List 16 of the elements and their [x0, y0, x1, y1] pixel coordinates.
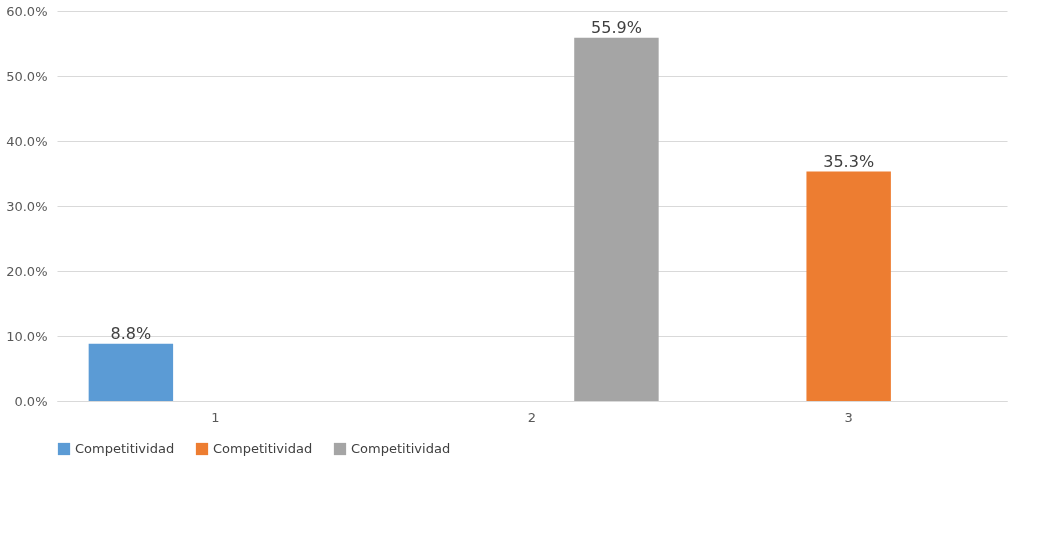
x-tick-label: 3 — [844, 409, 853, 425]
data-label: 55.9% — [591, 17, 642, 37]
y-tick-label: 40.0% — [6, 133, 48, 149]
y-tick-label: 10.0% — [6, 328, 48, 344]
legend-label: Competitividad — [75, 441, 175, 456]
data-label: 35.3% — [823, 151, 875, 171]
y-tick-label: 20.0% — [6, 263, 48, 279]
x-tick-label: 2 — [527, 409, 537, 425]
y-tick-label: 30.0% — [6, 198, 48, 214]
y-tick-label: 60.0% — [6, 3, 48, 19]
x-tick-label: 1 — [211, 409, 220, 425]
data-label: 8.8% — [110, 323, 152, 343]
y-tick-label: 50.0% — [6, 68, 48, 84]
legend-label: Competitividad — [213, 441, 313, 456]
y-tick-label: 0.0% — [14, 393, 48, 409]
legend-label: Competitividad — [351, 441, 451, 456]
